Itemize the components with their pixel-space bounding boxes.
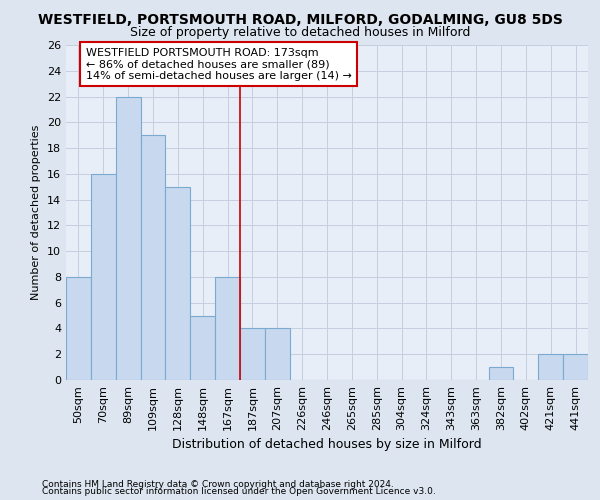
Bar [190, 316, 215, 380]
Text: WESTFIELD PORTSMOUTH ROAD: 173sqm
← 86% of detached houses are smaller (89)
14% : WESTFIELD PORTSMOUTH ROAD: 173sqm ← 86% … [86, 48, 352, 81]
Text: Contains public sector information licensed under the Open Government Licence v3: Contains public sector information licen… [42, 488, 436, 496]
Bar [488, 367, 514, 380]
Bar [140, 135, 166, 380]
Bar [215, 277, 240, 380]
Bar [116, 96, 140, 380]
Text: WESTFIELD, PORTSMOUTH ROAD, MILFORD, GODALMING, GU8 5DS: WESTFIELD, PORTSMOUTH ROAD, MILFORD, GOD… [38, 12, 562, 26]
Bar [240, 328, 265, 380]
Bar [538, 354, 563, 380]
X-axis label: Distribution of detached houses by size in Milford: Distribution of detached houses by size … [172, 438, 482, 451]
Bar [91, 174, 116, 380]
Text: Contains HM Land Registry data © Crown copyright and database right 2024.: Contains HM Land Registry data © Crown c… [42, 480, 394, 489]
Y-axis label: Number of detached properties: Number of detached properties [31, 125, 41, 300]
Text: Size of property relative to detached houses in Milford: Size of property relative to detached ho… [130, 26, 470, 39]
Bar [563, 354, 588, 380]
Bar [66, 277, 91, 380]
Bar [166, 186, 190, 380]
Bar [265, 328, 290, 380]
